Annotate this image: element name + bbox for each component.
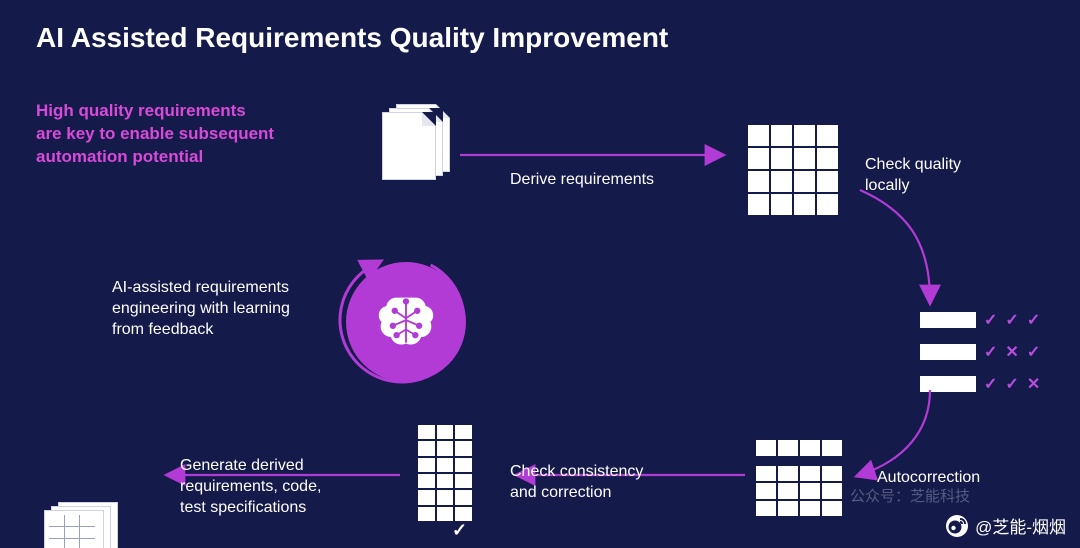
- label-consistency: Check consistencyand correction: [510, 462, 643, 504]
- watermark-line2: @芝能-烟烟: [945, 513, 1066, 538]
- label-derive: Derive requirements: [510, 170, 654, 191]
- label-generate: Generate derivedrequirements, code,test …: [180, 456, 321, 518]
- weibo-icon: [945, 514, 969, 538]
- label-check-local: Check qualitylocally: [865, 155, 961, 197]
- watermark-line1: 公众号：芝能科技: [850, 485, 970, 506]
